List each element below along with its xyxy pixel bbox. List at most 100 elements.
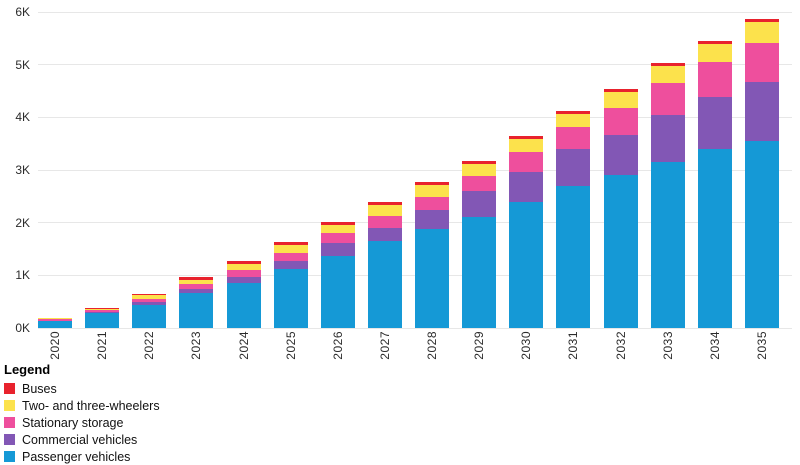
- bar-2029[interactable]: [462, 160, 497, 328]
- bar-segment[interactable]: [38, 321, 72, 328]
- bar-segment[interactable]: [132, 295, 167, 299]
- bar-segment[interactable]: [697, 41, 732, 45]
- bar-segment[interactable]: [273, 252, 308, 261]
- bar-segment[interactable]: [85, 312, 120, 313]
- bar-segment[interactable]: [650, 83, 685, 115]
- legend-item[interactable]: Two- and three-wheelers: [4, 397, 160, 414]
- bar-segment[interactable]: [85, 308, 120, 310]
- legend-item[interactable]: Buses: [4, 380, 160, 397]
- bar-segment[interactable]: [650, 161, 685, 328]
- bar-segment[interactable]: [744, 19, 779, 23]
- bar-segment[interactable]: [556, 186, 591, 328]
- bar-segment[interactable]: [226, 276, 261, 283]
- legend-item[interactable]: Stationary storage: [4, 414, 160, 431]
- bar-segment[interactable]: [744, 140, 779, 328]
- bar-segment[interactable]: [320, 224, 355, 233]
- bar-segment[interactable]: [132, 298, 167, 302]
- bar-segment[interactable]: [38, 320, 72, 322]
- bar-segment[interactable]: [509, 138, 544, 152]
- bar-segment[interactable]: [415, 181, 449, 185]
- bar-segment[interactable]: [85, 313, 120, 328]
- bar-segment[interactable]: [132, 304, 167, 328]
- bar-2023[interactable]: [179, 277, 214, 328]
- bar-segment[interactable]: [226, 282, 261, 328]
- bar-segment[interactable]: [603, 107, 638, 135]
- bar-2022[interactable]: [132, 293, 167, 328]
- bar-segment[interactable]: [603, 174, 638, 328]
- bar-segment[interactable]: [603, 92, 638, 108]
- bar-segment[interactable]: [132, 301, 167, 305]
- bar-2027[interactable]: [367, 201, 402, 328]
- legend-item[interactable]: Passenger vehicles: [4, 448, 160, 465]
- bar-segment[interactable]: [509, 135, 544, 139]
- bar-2033[interactable]: [650, 63, 685, 328]
- bar-segment[interactable]: [367, 227, 402, 241]
- bar-segment[interactable]: [226, 269, 261, 277]
- bar-2032[interactable]: [603, 89, 638, 328]
- bar-segment[interactable]: [367, 204, 402, 216]
- bar-2021[interactable]: [85, 307, 120, 328]
- bar-segment[interactable]: [179, 277, 214, 280]
- bar-segment[interactable]: [462, 160, 497, 164]
- bar-segment[interactable]: [367, 201, 402, 205]
- bar-segment[interactable]: [650, 63, 685, 67]
- legend-item[interactable]: Commercial vehicles: [4, 431, 160, 448]
- bar-segment[interactable]: [556, 127, 591, 150]
- bar-segment[interactable]: [462, 176, 497, 192]
- bar-segment[interactable]: [650, 66, 685, 84]
- bar-segment[interactable]: [697, 97, 732, 150]
- bar-segment[interactable]: [556, 111, 591, 115]
- bar-segment[interactable]: [38, 318, 72, 320]
- bar-segment[interactable]: [603, 134, 638, 175]
- bar-segment[interactable]: [226, 263, 261, 270]
- bar-segment[interactable]: [556, 149, 591, 187]
- bar-2035[interactable]: [744, 19, 779, 328]
- bar-2034[interactable]: [697, 41, 732, 328]
- bar-segment[interactable]: [273, 260, 308, 269]
- bar-segment[interactable]: [273, 242, 308, 246]
- bar-segment[interactable]: [320, 242, 355, 256]
- bar-segment[interactable]: [744, 82, 779, 141]
- bar-segment[interactable]: [273, 268, 308, 328]
- bar-segment[interactable]: [415, 228, 449, 328]
- bar-2030[interactable]: [509, 135, 544, 328]
- bar-segment[interactable]: [744, 43, 779, 83]
- bar-segment[interactable]: [462, 191, 497, 217]
- bar-segment[interactable]: [38, 319, 72, 321]
- bar-segment[interactable]: [179, 288, 214, 293]
- bar-segment[interactable]: [179, 292, 214, 328]
- bar-segment[interactable]: [509, 151, 544, 172]
- bar-segment[interactable]: [697, 44, 732, 63]
- bar-segment[interactable]: [509, 201, 544, 328]
- bar-segment[interactable]: [603, 89, 638, 93]
- bar-segment[interactable]: [273, 245, 308, 253]
- bar-2026[interactable]: [320, 221, 355, 328]
- bar-segment[interactable]: [556, 114, 591, 128]
- bar-segment[interactable]: [367, 215, 402, 228]
- bar-segment[interactable]: [226, 261, 261, 264]
- bar-segment[interactable]: [85, 307, 120, 309]
- bar-2020[interactable]: [38, 317, 72, 328]
- bar-segment[interactable]: [415, 196, 449, 210]
- bar-2025[interactable]: [273, 242, 308, 328]
- bar-2024[interactable]: [226, 261, 261, 328]
- bar-segment[interactable]: [38, 317, 72, 319]
- bar-segment[interactable]: [179, 284, 214, 289]
- bar-segment[interactable]: [320, 255, 355, 328]
- bar-segment[interactable]: [320, 221, 355, 225]
- bar-segment[interactable]: [697, 62, 732, 98]
- bar-segment[interactable]: [462, 163, 497, 177]
- bar-segment[interactable]: [320, 232, 355, 243]
- bar-segment[interactable]: [415, 184, 449, 197]
- bar-segment[interactable]: [85, 309, 120, 313]
- bar-segment[interactable]: [744, 22, 779, 44]
- bar-segment[interactable]: [179, 279, 214, 285]
- bar-segment[interactable]: [697, 149, 732, 328]
- bar-segment[interactable]: [509, 171, 544, 202]
- bar-segment[interactable]: [367, 240, 402, 328]
- bar-2031[interactable]: [556, 111, 591, 328]
- bar-segment[interactable]: [132, 293, 167, 296]
- bar-segment[interactable]: [415, 209, 449, 229]
- bar-2028[interactable]: [415, 181, 449, 328]
- bar-segment[interactable]: [650, 114, 685, 162]
